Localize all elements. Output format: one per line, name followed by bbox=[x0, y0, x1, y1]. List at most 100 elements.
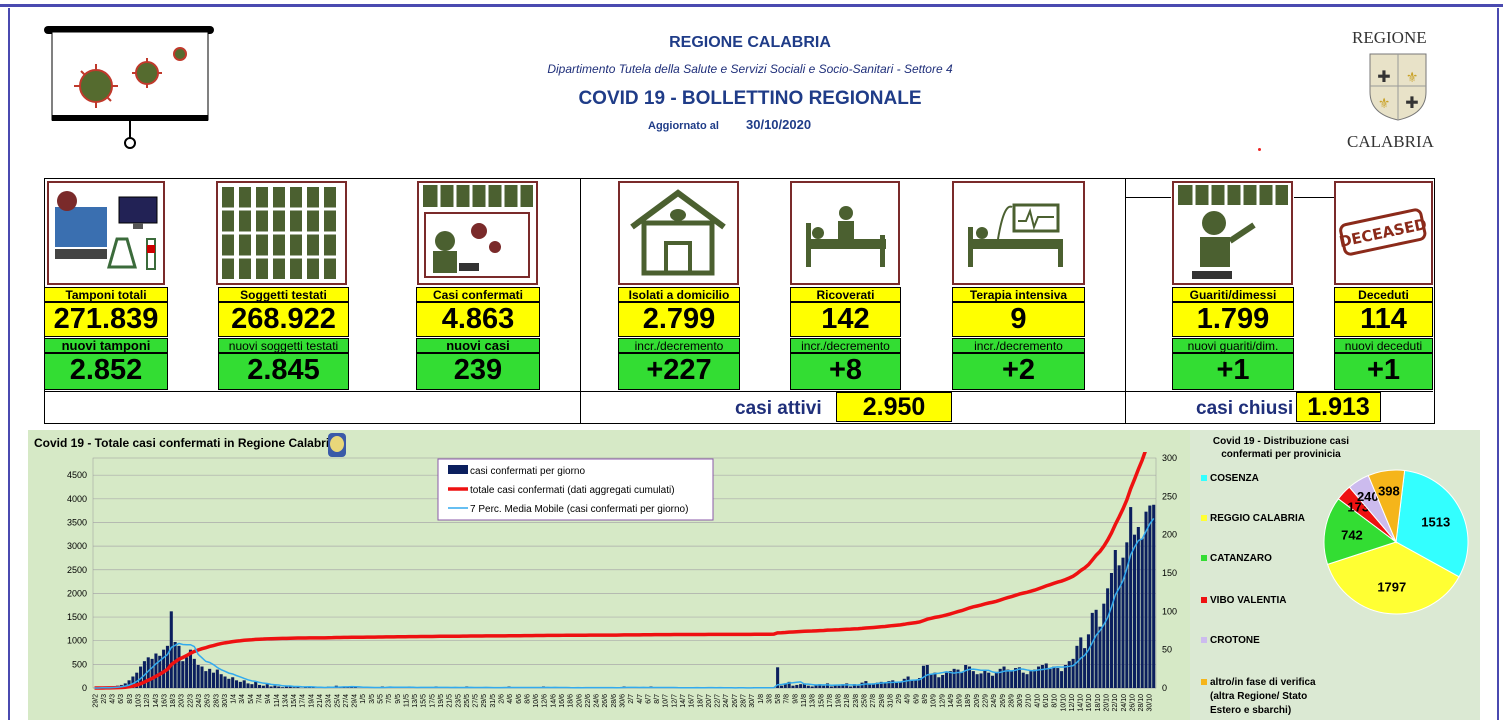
deceduti-label: Deceduti bbox=[1334, 287, 1433, 302]
pie-legend-swatch bbox=[1201, 515, 1207, 521]
terapia-value: 9 bbox=[952, 302, 1085, 337]
connector-line-2 bbox=[1294, 197, 1334, 198]
daily-bar bbox=[806, 685, 810, 688]
grid-divider-h bbox=[44, 391, 1433, 392]
isolati-value: 2.799 bbox=[618, 302, 740, 337]
x-tick-label: 11/5 bbox=[403, 694, 410, 707]
daily-bar bbox=[983, 669, 987, 688]
daily-bar bbox=[1063, 665, 1067, 688]
daily-bar bbox=[856, 685, 860, 688]
daily-bar bbox=[131, 676, 135, 688]
trend-legend: casi confermati per giorno totale casi co… bbox=[437, 458, 714, 521]
daily-bar bbox=[837, 685, 841, 688]
legend-item-label: casi confermati per giorno bbox=[470, 466, 585, 477]
cumulative-line bbox=[94, 452, 1147, 690]
guariti-picture bbox=[1172, 181, 1293, 285]
daily-bar bbox=[1102, 603, 1106, 688]
top-border bbox=[0, 4, 1503, 7]
hospital-bed-icon bbox=[806, 206, 886, 267]
trend-chart: 0 500 1000 1500 2000 2500 3000 3500 4000 4500 0 50 1… bbox=[67, 452, 1177, 712]
daily-bar bbox=[1033, 669, 1037, 688]
daily-bar bbox=[952, 668, 956, 688]
x-tick-label: 1/5 bbox=[360, 694, 367, 704]
x-tick-label: 21/4 bbox=[317, 694, 324, 708]
svg-text:⚜: ⚜ bbox=[1406, 70, 1419, 86]
deceduti-picture: DECEASED bbox=[1334, 181, 1433, 285]
x-tick-label: 13/5 bbox=[412, 694, 419, 708]
daily-bar bbox=[1113, 550, 1117, 688]
icu-monitor-icon bbox=[968, 203, 1063, 267]
y-tick-left: 0 bbox=[82, 683, 87, 693]
lab-test-icon bbox=[55, 191, 158, 270]
pie-slice bbox=[1367, 469, 1406, 544]
x-tick-label: 29/4 bbox=[352, 694, 359, 708]
daily-bar bbox=[787, 681, 791, 688]
x-tick-label: 9/8 bbox=[792, 694, 799, 704]
daily-bar bbox=[1121, 557, 1125, 688]
pie-legend-swatch bbox=[1201, 637, 1207, 643]
daily-bar bbox=[971, 671, 975, 688]
x-tick-label: 31/8 bbox=[887, 694, 894, 708]
soggetti-sub-label: nuovi soggetti testati bbox=[218, 338, 349, 353]
y-tick-left: 3000 bbox=[67, 541, 87, 551]
daily-bar bbox=[810, 686, 814, 688]
daily-bar bbox=[841, 684, 845, 688]
daily-bar bbox=[1056, 668, 1060, 688]
daily-bar bbox=[825, 683, 830, 688]
x-tick-label: 14/7 bbox=[680, 694, 687, 708]
x-tick-label: 24/9 bbox=[991, 694, 998, 708]
x-tick-label: 12/10 bbox=[1069, 694, 1076, 712]
x-tick-label: 10/10 bbox=[1060, 694, 1067, 712]
daily-bar bbox=[1117, 565, 1121, 688]
x-tick-label: 20/10 bbox=[1103, 694, 1110, 712]
daily-bar bbox=[211, 672, 216, 688]
x-tick-label: 13/4 bbox=[282, 694, 289, 708]
confermati-label: Casi confermati bbox=[416, 287, 540, 302]
daily-bar bbox=[1060, 671, 1064, 688]
grid-divider-1 bbox=[580, 178, 581, 423]
daily-bar bbox=[284, 686, 288, 688]
logo-text-top: REGIONE bbox=[1352, 28, 1427, 47]
daily-bar bbox=[1075, 645, 1079, 688]
y-tick-left: 2000 bbox=[67, 588, 87, 598]
region-crest-icon: ✚ ⚜ ⚜ ✚ bbox=[1369, 53, 1427, 121]
y-tick-right: 0 bbox=[1162, 683, 1167, 693]
x-tick-label: 7/4 bbox=[257, 694, 264, 704]
pie-legend-swatch bbox=[1201, 679, 1207, 685]
pie-chart-title: Covid 19 - Distribuzione casi confermati… bbox=[1212, 436, 1350, 460]
daily-bar bbox=[1021, 672, 1025, 688]
x-tick-label: 1/8 bbox=[758, 694, 765, 704]
daily-bar bbox=[783, 683, 787, 688]
x-tick-label: 14/6 bbox=[550, 694, 557, 708]
daily-bar bbox=[1136, 527, 1140, 688]
x-tick-label: 19/5 bbox=[438, 694, 445, 708]
x-tick-label: 16/6 bbox=[559, 694, 566, 708]
crest-small-icon bbox=[328, 433, 346, 457]
daily-bar bbox=[990, 675, 995, 688]
x-tick-label: 12/3 bbox=[144, 694, 151, 708]
daily-bar bbox=[925, 665, 929, 688]
x-tick-label: 29/8 bbox=[879, 694, 886, 708]
daily-bar bbox=[1098, 626, 1102, 688]
daily-bar bbox=[895, 682, 899, 688]
x-tick-label: 22/7 bbox=[715, 694, 722, 708]
virus-illustration bbox=[44, 26, 214, 149]
x-tick-label: 29/5 bbox=[481, 694, 488, 708]
isolati-sub-value: +227 bbox=[618, 353, 740, 390]
x-tick-label: 25/5 bbox=[464, 694, 471, 708]
daily-bar bbox=[273, 685, 277, 688]
x-tick-label: 13/8 bbox=[810, 694, 817, 708]
daily-bar bbox=[288, 685, 292, 688]
isolati-sub-label: incr./decremento bbox=[618, 338, 740, 353]
pie-slice bbox=[1326, 541, 1460, 615]
daily-bar bbox=[1006, 669, 1010, 688]
daily-bar bbox=[246, 683, 250, 688]
daily-bar bbox=[1132, 534, 1137, 688]
daily-bar bbox=[848, 686, 853, 688]
x-tick-label: 8/7 bbox=[654, 694, 661, 704]
x-tick-label: 26/10 bbox=[1129, 694, 1136, 712]
x-tick-label: 9/5 bbox=[395, 694, 402, 704]
x-tick-label: 12/9 bbox=[939, 694, 946, 708]
isolati-picture bbox=[618, 181, 739, 285]
